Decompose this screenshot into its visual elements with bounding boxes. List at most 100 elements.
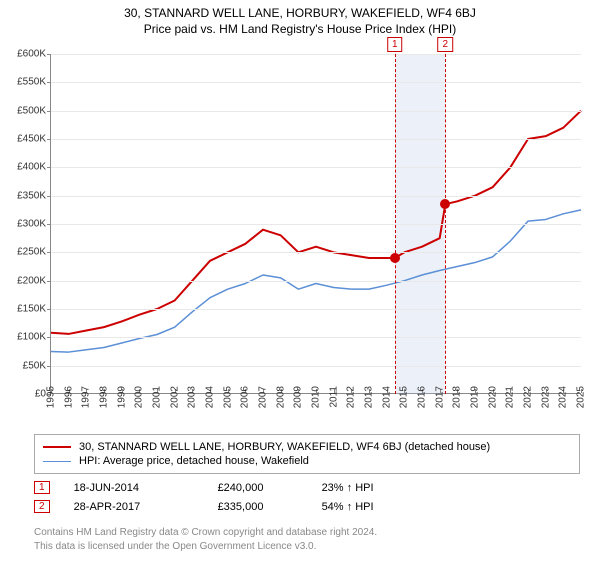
gridline xyxy=(51,337,581,338)
transaction-marker xyxy=(440,199,450,209)
ytick-mark xyxy=(47,82,51,83)
gridline xyxy=(51,196,581,197)
transaction-row: 2 28-APR-2017 £335,000 54% ↑ HPI xyxy=(34,497,580,516)
ytick-mark xyxy=(47,309,51,310)
ytick-mark xyxy=(47,54,51,55)
transaction-delta: 54% ↑ HPI xyxy=(322,501,402,513)
ytick-label: £50K xyxy=(0,360,46,371)
gridline xyxy=(51,111,581,112)
xtick-label: 2015 xyxy=(399,386,410,408)
xtick-label: 1997 xyxy=(81,386,92,408)
transaction-date: 28-APR-2017 xyxy=(74,501,194,513)
series-property xyxy=(51,111,581,334)
ytick-label: £150K xyxy=(0,304,46,315)
gridline xyxy=(51,82,581,83)
xtick-label: 2018 xyxy=(452,386,463,408)
xtick-label: 2006 xyxy=(240,386,251,408)
gridline xyxy=(51,224,581,225)
xtick-label: 2009 xyxy=(293,386,304,408)
legend-item: HPI: Average price, detached house, Wake… xyxy=(43,455,571,467)
ytick-mark xyxy=(47,366,51,367)
legend-swatch xyxy=(43,446,71,448)
transaction-line-label: 2 xyxy=(438,37,454,52)
xtick-label: 2016 xyxy=(417,386,428,408)
xtick-label: 2010 xyxy=(311,386,322,408)
footer-line-1: Contains HM Land Registry data © Crown c… xyxy=(34,526,580,540)
ytick-mark xyxy=(47,196,51,197)
xtick-label: 2002 xyxy=(169,386,180,408)
xtick-label: 2014 xyxy=(381,386,392,408)
xtick-label: 2023 xyxy=(540,386,551,408)
xtick-label: 2003 xyxy=(187,386,198,408)
transaction-line xyxy=(395,54,396,394)
ytick-mark xyxy=(47,252,51,253)
xtick-label: 2025 xyxy=(576,386,587,408)
xtick-label: 2007 xyxy=(258,386,269,408)
gridline xyxy=(51,139,581,140)
ytick-mark xyxy=(47,337,51,338)
xtick-label: 2008 xyxy=(275,386,286,408)
xtick-label: 1996 xyxy=(63,386,74,408)
ytick-mark xyxy=(47,111,51,112)
gridline xyxy=(51,366,581,367)
ytick-mark xyxy=(47,281,51,282)
xtick-label: 2022 xyxy=(523,386,534,408)
legend-swatch xyxy=(43,461,71,462)
transaction-line-label: 1 xyxy=(387,37,403,52)
legend-item: 30, STANNARD WELL LANE, HORBURY, WAKEFIE… xyxy=(43,441,571,453)
ytick-label: £200K xyxy=(0,275,46,286)
chart-title: 30, STANNARD WELL LANE, HORBURY, WAKEFIE… xyxy=(0,6,600,20)
ytick-mark xyxy=(47,167,51,168)
ytick-label: £0 xyxy=(0,389,46,400)
transaction-marker xyxy=(390,253,400,263)
transaction-table: 1 18-JUN-2014 £240,000 23% ↑ HPI 2 28-APR-201… xyxy=(34,478,580,516)
ytick-label: £450K xyxy=(0,134,46,145)
xtick-label: 2004 xyxy=(205,386,216,408)
ytick-mark xyxy=(47,224,51,225)
ytick-label: £500K xyxy=(0,105,46,116)
ytick-label: £300K xyxy=(0,219,46,230)
transaction-row: 1 18-JUN-2014 £240,000 23% ↑ HPI xyxy=(34,478,580,497)
xtick-label: 2013 xyxy=(364,386,375,408)
transaction-index: 1 xyxy=(34,481,50,494)
transaction-date: 18-JUN-2014 xyxy=(74,482,194,494)
xtick-label: 2012 xyxy=(346,386,357,408)
xtick-label: 1998 xyxy=(99,386,110,408)
transaction-price: £335,000 xyxy=(218,501,298,513)
xtick-label: 1999 xyxy=(116,386,127,408)
xtick-label: 2020 xyxy=(487,386,498,408)
ytick-label: £350K xyxy=(0,190,46,201)
ytick-label: £400K xyxy=(0,162,46,173)
gridline xyxy=(51,167,581,168)
xtick-label: 1995 xyxy=(46,386,57,408)
legend-label: 30, STANNARD WELL LANE, HORBURY, WAKEFIE… xyxy=(79,441,490,453)
gridline xyxy=(51,281,581,282)
transaction-delta: 23% ↑ HPI xyxy=(322,482,402,494)
xtick-label: 2024 xyxy=(558,386,569,408)
ytick-label: £600K xyxy=(0,49,46,60)
footer-line-2: This data is licensed under the Open Gov… xyxy=(34,540,580,554)
ytick-label: £550K xyxy=(0,77,46,88)
ytick-mark xyxy=(47,139,51,140)
xtick-label: 2001 xyxy=(152,386,163,408)
xtick-label: 2000 xyxy=(134,386,145,408)
xtick-label: 2011 xyxy=(328,386,339,408)
gridline xyxy=(51,252,581,253)
xtick-label: 2005 xyxy=(222,386,233,408)
transaction-price: £240,000 xyxy=(218,482,298,494)
chart-area: 1995199619971998199920002001200220032004… xyxy=(50,54,580,394)
footer: Contains HM Land Registry data © Crown c… xyxy=(34,526,580,553)
xtick-label: 2021 xyxy=(505,386,516,408)
ytick-label: £100K xyxy=(0,332,46,343)
transaction-line xyxy=(445,54,446,394)
gridline xyxy=(51,54,581,55)
xtick-label: 2019 xyxy=(470,386,481,408)
plot: 1995199619971998199920002001200220032004… xyxy=(50,54,580,394)
legend: 30, STANNARD WELL LANE, HORBURY, WAKEFIE… xyxy=(34,434,580,474)
ytick-label: £250K xyxy=(0,247,46,258)
xtick-label: 2017 xyxy=(434,386,445,408)
transaction-index: 2 xyxy=(34,500,50,513)
legend-label: HPI: Average price, detached house, Wake… xyxy=(79,455,309,467)
gridline xyxy=(51,309,581,310)
chart-subtitle: Price paid vs. HM Land Registry's House … xyxy=(0,22,600,36)
